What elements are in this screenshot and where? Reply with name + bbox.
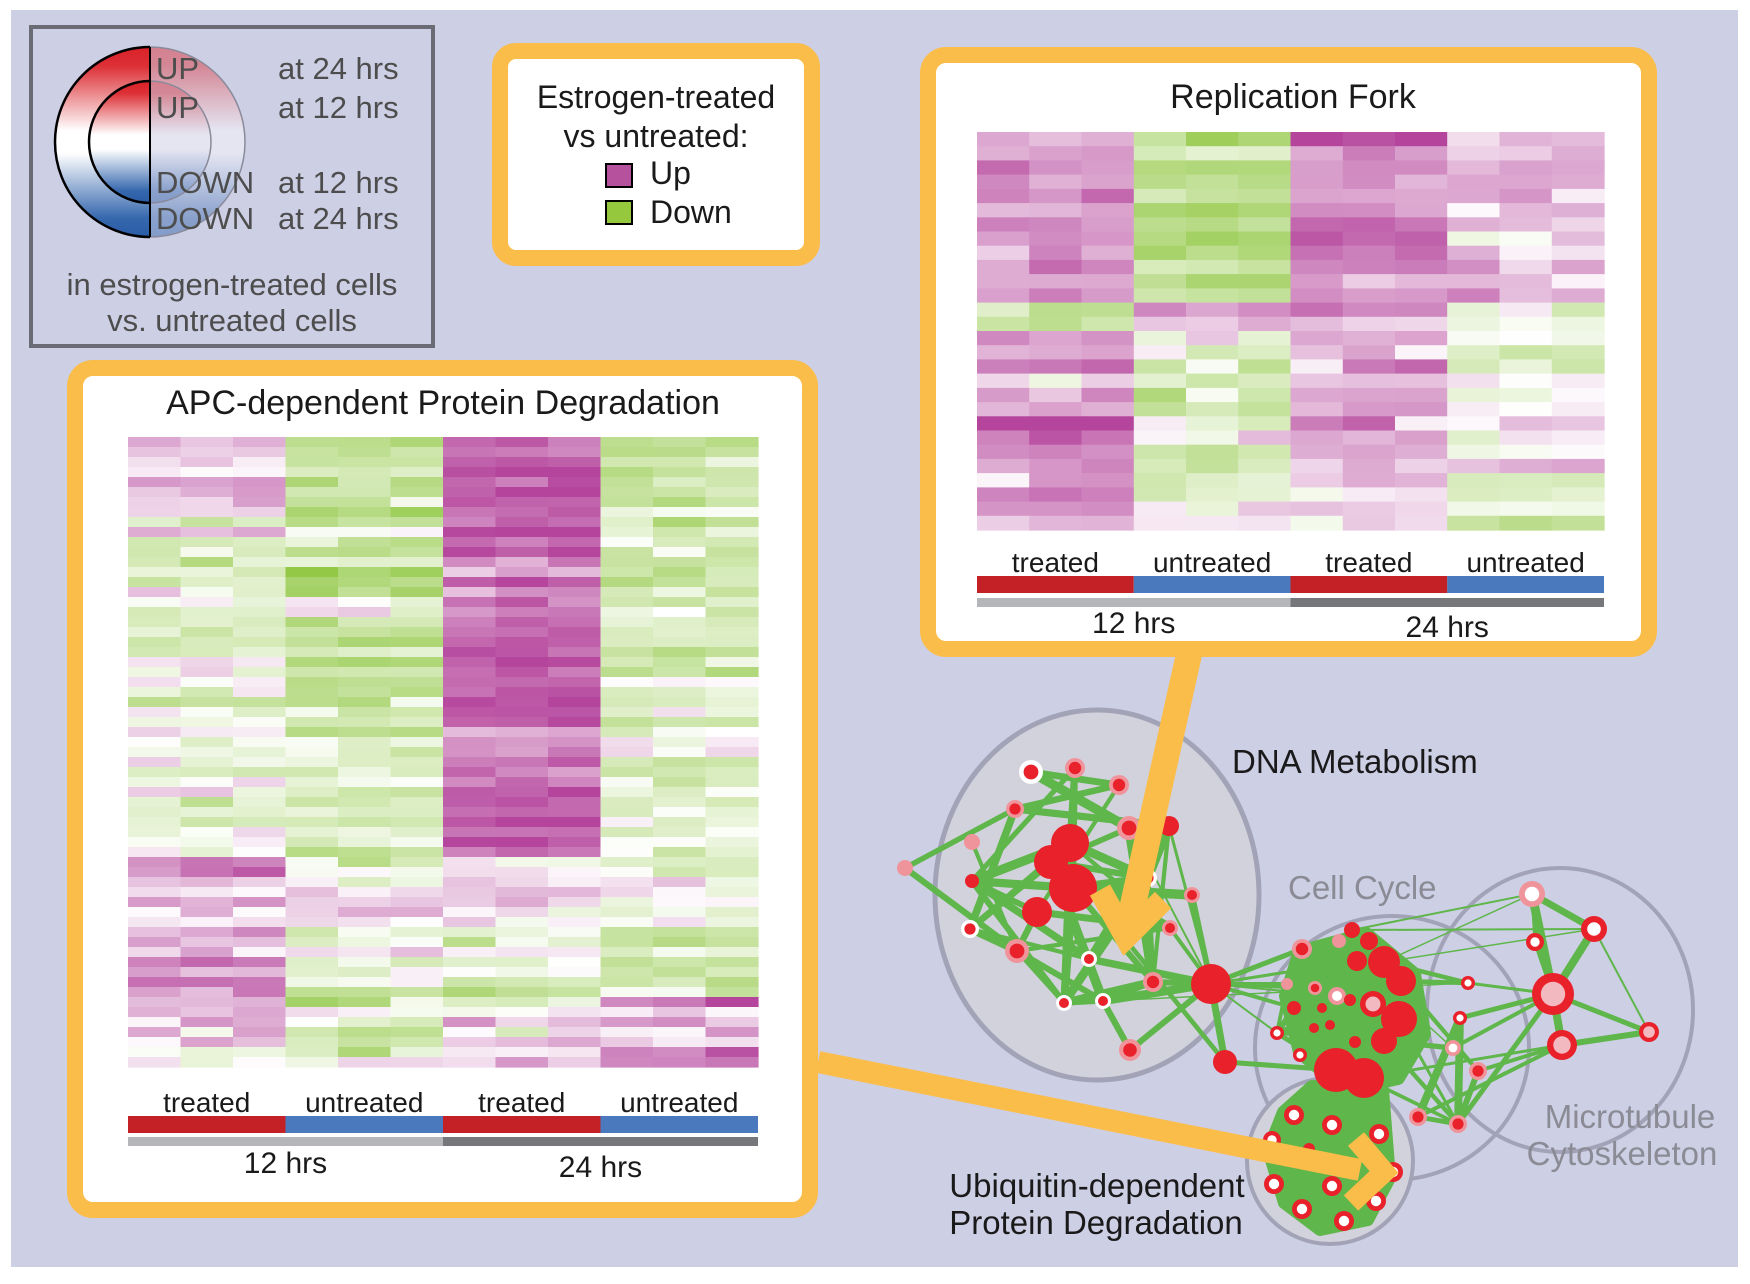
svg-text:untreated: untreated	[1153, 547, 1271, 578]
svg-text:at 12 hrs: at 12 hrs	[278, 90, 399, 125]
svg-text:UP: UP	[156, 90, 199, 125]
svg-text:24 hrs: 24 hrs	[1406, 611, 1489, 644]
svg-text:treated: treated	[478, 1087, 565, 1118]
svg-text:vs. untreated cells: vs. untreated cells	[107, 303, 357, 338]
svg-text:Protein Degradation: Protein Degradation	[949, 1204, 1243, 1241]
svg-text:UP: UP	[156, 51, 199, 86]
svg-text:Microtubule: Microtubule	[1545, 1098, 1716, 1135]
svg-text:at 12 hrs: at 12 hrs	[278, 165, 399, 200]
svg-text:12 hrs: 12 hrs	[1092, 607, 1175, 640]
svg-text:Up: Up	[650, 155, 691, 191]
svg-text:Down: Down	[650, 194, 732, 230]
svg-text:treated: treated	[1325, 547, 1412, 578]
svg-text:vs untreated:: vs untreated:	[564, 118, 749, 154]
svg-text:treated: treated	[1012, 547, 1099, 578]
svg-text:untreated: untreated	[620, 1087, 738, 1118]
svg-text:at 24 hrs: at 24 hrs	[278, 201, 399, 236]
svg-text:Cell Cycle: Cell Cycle	[1288, 869, 1437, 906]
svg-text:untreated: untreated	[1466, 547, 1584, 578]
svg-text:DOWN: DOWN	[156, 201, 254, 236]
svg-text:Cytoskeleton: Cytoskeleton	[1527, 1135, 1718, 1172]
svg-text:treated: treated	[163, 1087, 250, 1118]
svg-text:in estrogen-treated cells: in estrogen-treated cells	[67, 267, 398, 302]
svg-text:24 hrs: 24 hrs	[559, 1151, 642, 1184]
svg-text:Estrogen-treated: Estrogen-treated	[537, 79, 775, 115]
svg-text:untreated: untreated	[305, 1087, 423, 1118]
svg-text:12 hrs: 12 hrs	[244, 1147, 327, 1180]
svg-text:DNA Metabolism: DNA Metabolism	[1232, 743, 1478, 780]
svg-text:Replication Fork: Replication Fork	[1170, 78, 1417, 116]
svg-text:at 24 hrs: at 24 hrs	[278, 51, 399, 86]
svg-text:Ubiquitin-dependent: Ubiquitin-dependent	[949, 1167, 1244, 1204]
svg-text:DOWN: DOWN	[156, 165, 254, 200]
svg-text:APC-dependent Protein Degradat: APC-dependent Protein Degradation	[166, 384, 720, 422]
